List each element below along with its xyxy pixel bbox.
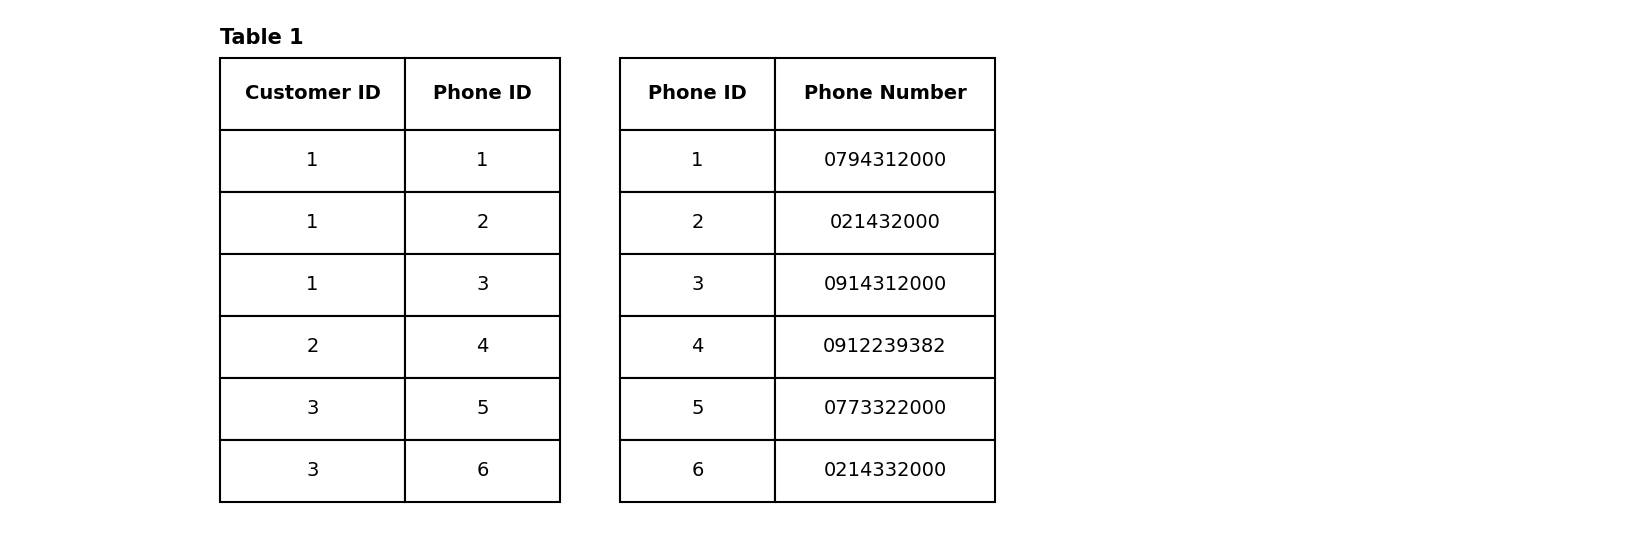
Text: 021432000: 021432000: [830, 214, 940, 233]
Text: 3: 3: [307, 461, 318, 480]
Bar: [219, 58, 404, 130]
Bar: [404, 378, 559, 440]
Text: 5: 5: [477, 400, 488, 418]
Text: Table 1: Table 1: [219, 28, 304, 48]
Text: 1: 1: [307, 152, 318, 171]
Text: 5: 5: [691, 400, 705, 418]
Bar: [620, 192, 776, 254]
Text: Phone Number: Phone Number: [804, 84, 967, 103]
Text: 1: 1: [477, 152, 488, 171]
Bar: [219, 130, 404, 192]
Bar: [776, 130, 995, 192]
Text: Customer ID: Customer ID: [244, 84, 381, 103]
Text: Phone ID: Phone ID: [434, 84, 531, 103]
Text: 1: 1: [307, 214, 318, 233]
Text: 0214332000: 0214332000: [823, 461, 947, 480]
Text: 6: 6: [477, 461, 488, 480]
Bar: [776, 316, 995, 378]
Bar: [776, 254, 995, 316]
Text: 2: 2: [691, 214, 703, 233]
Bar: [404, 130, 559, 192]
Bar: [404, 316, 559, 378]
Bar: [219, 440, 404, 502]
Bar: [620, 130, 776, 192]
Text: 3: 3: [691, 276, 703, 295]
Bar: [776, 192, 995, 254]
Text: 0794312000: 0794312000: [823, 152, 947, 171]
Bar: [776, 58, 995, 130]
Bar: [620, 316, 776, 378]
Text: 2: 2: [477, 214, 488, 233]
Bar: [620, 58, 776, 130]
Bar: [404, 192, 559, 254]
Bar: [404, 58, 559, 130]
Bar: [620, 254, 776, 316]
Bar: [620, 440, 776, 502]
Bar: [620, 378, 776, 440]
Text: 0914312000: 0914312000: [823, 276, 947, 295]
Text: 4: 4: [477, 338, 488, 357]
Text: Phone ID: Phone ID: [648, 84, 747, 103]
Text: 3: 3: [307, 400, 318, 418]
Text: 6: 6: [691, 461, 703, 480]
Bar: [404, 440, 559, 502]
Text: 1: 1: [307, 276, 318, 295]
Bar: [404, 254, 559, 316]
Bar: [219, 254, 404, 316]
Text: 2: 2: [307, 338, 318, 357]
Bar: [219, 316, 404, 378]
Bar: [776, 378, 995, 440]
Text: 0773322000: 0773322000: [823, 400, 947, 418]
Text: 1: 1: [691, 152, 703, 171]
Bar: [219, 378, 404, 440]
Text: 4: 4: [691, 338, 703, 357]
Bar: [776, 440, 995, 502]
Text: 0912239382: 0912239382: [823, 338, 947, 357]
Text: 3: 3: [477, 276, 488, 295]
Bar: [219, 192, 404, 254]
